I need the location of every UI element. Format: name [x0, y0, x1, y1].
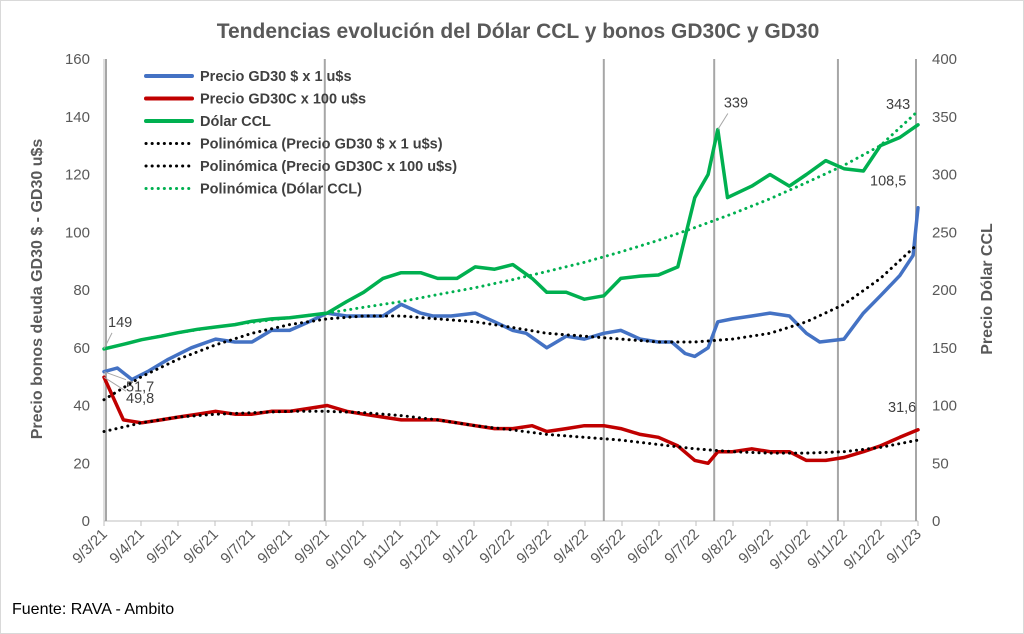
x-tick-label: 9/6/21: [180, 526, 222, 568]
series-line-precio-gd30-x-1-u-s: [102, 205, 920, 382]
x-tick-label: 9/2/22: [476, 526, 518, 568]
legend-label-precio-gd30-x-1-u-s: Precio GD30 $ x 1 u$s: [200, 69, 352, 85]
legend-label-polin-mica-precio-gd30-x-1-u-s: Polinómica (Precio GD30 $ x 1 u$s): [200, 137, 443, 153]
axes: 0 20 40 60 80 100 120 140 160 0 50 100 150 200 250 300 3…: [65, 51, 957, 573]
y-tick-label: 20: [73, 455, 90, 472]
y2-tick-label: 50: [932, 455, 949, 472]
legend-label-polin-mica-precio-gd30c-x-100-u-s: Polinómica (Precio GD30C x 100 u$s): [200, 159, 457, 175]
x-tick-label: 9/12/22: [840, 526, 887, 573]
x-tick-label: 9/5/21: [143, 526, 185, 568]
legend-label-d-lar-ccl: Dólar CCL: [200, 114, 271, 130]
y2-tick-label: 250: [932, 224, 957, 241]
annotation-leader: [717, 113, 729, 130]
data-label: 31,6: [888, 400, 916, 416]
annotation-leader: [103, 376, 127, 392]
series-line-polin-mica-precio-gd30-x-1-u-s: [102, 242, 920, 402]
y-tick-label: 0: [82, 513, 90, 530]
x-tick-label: 9/7/22: [661, 526, 703, 568]
legend-label-precio-gd30c-x-100-u-s: Precio GD30C x 100 u$s: [200, 92, 366, 108]
y-tick-label: 80: [73, 282, 90, 299]
y2-tick-label: 300: [932, 167, 957, 184]
x-tick-label: 9/4/21: [106, 526, 148, 568]
x-tick-label: 9/7/21: [217, 526, 259, 568]
y2-tick-label: 350: [932, 109, 957, 126]
y2-tick-label: 400: [932, 51, 957, 68]
y-tick-label: 40: [73, 398, 90, 415]
legend-label-polin-mica-d-lar-ccl: Polinómica (Dólar CCL): [200, 182, 362, 198]
x-tick-label: 9/3/21: [69, 526, 111, 568]
x-tick-label: 9/4/22: [550, 526, 592, 568]
series-line-polin-mica-d-lar-ccl: [102, 109, 920, 351]
data-label: 343: [886, 97, 910, 113]
y2-tick-label: 0: [932, 513, 940, 530]
y2-tick-label: 200: [932, 282, 957, 299]
x-tick-label: 9/1/23: [883, 526, 925, 568]
y2-tick-label: 100: [932, 398, 957, 415]
vertical-markers: [105, 59, 917, 521]
chart-title: Tendencias evolución del Dólar CCL y bon…: [217, 20, 820, 43]
y-tick-label: 160: [65, 51, 90, 68]
y-tick-label: 140: [65, 109, 90, 126]
x-tick-label: 9/1/22: [439, 526, 481, 568]
y-tick-label: 100: [65, 224, 90, 241]
legend: Precio GD30 $ x 1 u$s Precio GD30C x 100 …: [144, 69, 457, 198]
annotations: 149 51,749,8 339 343 108,5 31,6: [103, 95, 916, 416]
series-group: [102, 109, 920, 466]
y-tick-label: 60: [73, 340, 90, 357]
annotation-leader: [103, 371, 127, 381]
x-tick-label: 9/5/22: [587, 526, 629, 568]
series-line-polin-mica-precio-gd30c-x-100-u-s: [102, 409, 920, 455]
x-tick-label: 9/12/21: [396, 526, 443, 573]
data-label: 108,5: [870, 174, 906, 190]
x-tick-label: 9/8/21: [254, 526, 296, 568]
y-tick-label: 120: [65, 167, 90, 184]
x-tick-label: 9/10/22: [766, 526, 813, 573]
data-label: 149: [108, 315, 132, 331]
data-label: 49,8: [126, 391, 154, 407]
x-tick-label: 9/8/22: [698, 526, 740, 568]
x-tick-label: 9/3/22: [513, 526, 555, 568]
y-axis-title: Precio bonos deuda GD30 $ - GD30 u$s: [29, 139, 46, 440]
data-label: 339: [724, 95, 748, 111]
y2-tick-label: 150: [932, 340, 957, 357]
annotation-leader: [103, 332, 113, 350]
series-line-precio-gd30c-x-100-u-s: [102, 375, 920, 466]
x-tick-label: 9/10/21: [322, 526, 369, 573]
x-tick-label: 9/6/22: [624, 526, 666, 568]
series-line-d-lar-ccl: [102, 123, 920, 351]
y2-axis-title: Precio Dólar CCL: [979, 223, 996, 355]
data-label: 51,7: [126, 380, 154, 396]
source-note: Fuente: RAVA - Ambito: [12, 601, 175, 618]
